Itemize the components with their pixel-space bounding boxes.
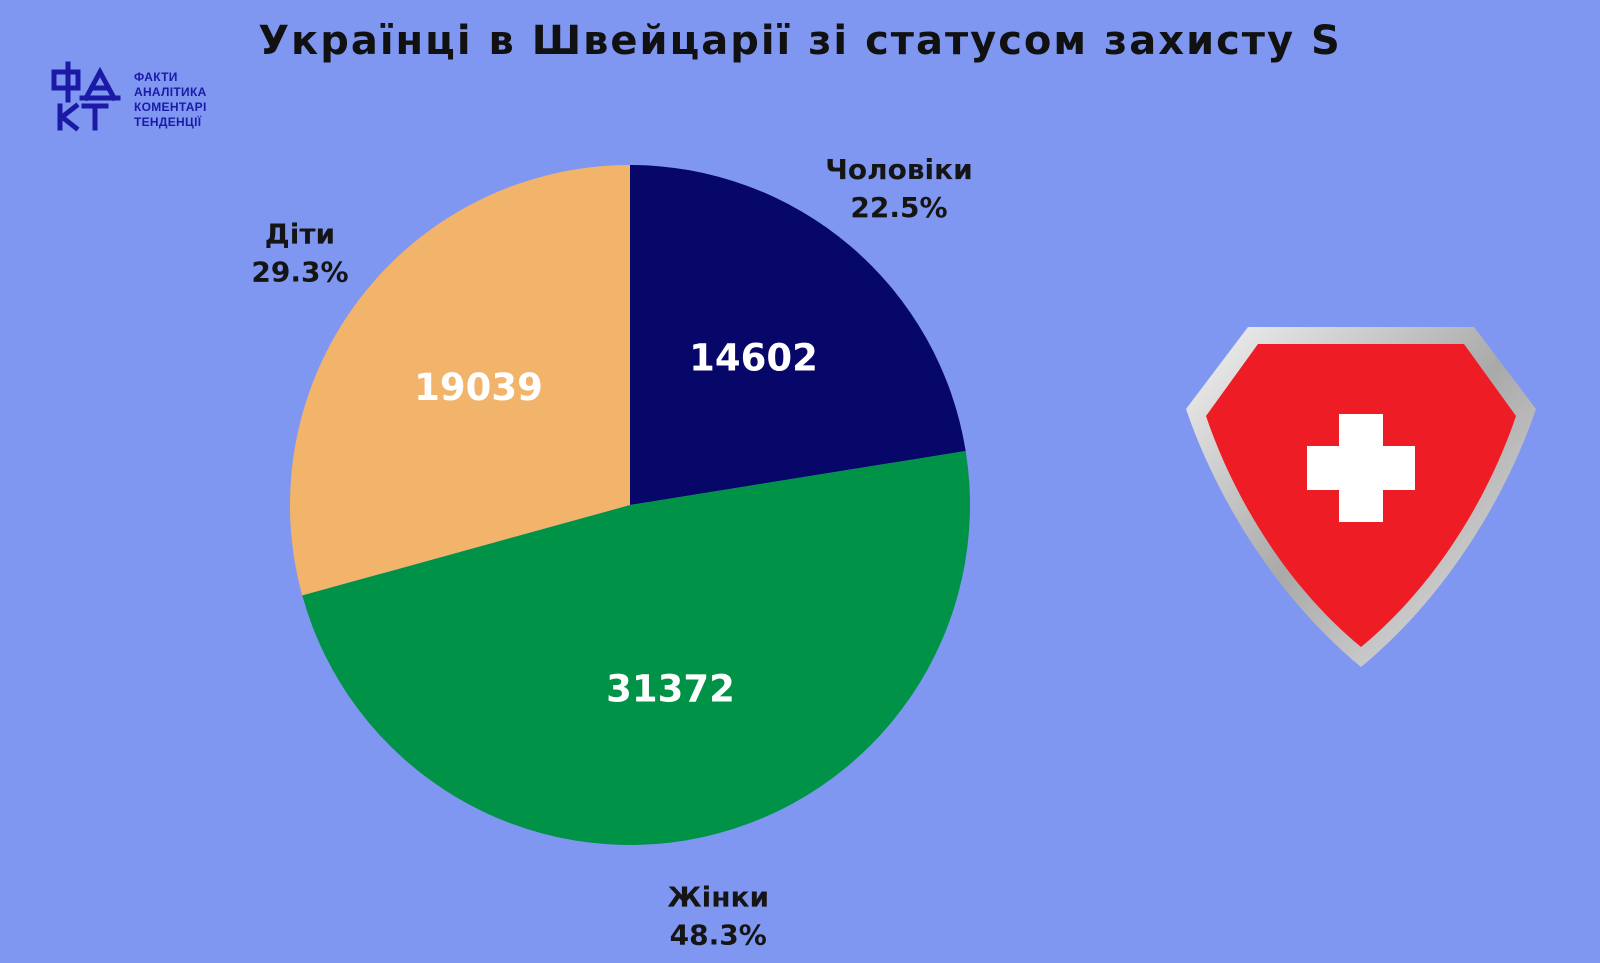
logo-line: КОМЕНТАРІ xyxy=(134,100,207,114)
logo-line: ФАКТИ xyxy=(134,70,178,84)
fakt-logo-mark-icon xyxy=(51,61,121,132)
pie-slice-1 xyxy=(630,165,966,505)
pie-slice-2 xyxy=(302,450,971,846)
page-title: Українці в Швейцарії зі статусом захисту… xyxy=(258,18,1342,64)
slice-name-label: Чоловіки xyxy=(825,153,973,186)
pie-slice-3 xyxy=(289,165,630,596)
logo-line: АНАЛІТИКА xyxy=(134,85,207,99)
slice-name-label: Жінки xyxy=(667,880,769,913)
logo-text: ФАКТИ АНАЛІТИКА КОМЕНТАРІ ТЕНДЕНЦІЇ xyxy=(134,70,207,130)
slice-value-label: 14602 xyxy=(689,337,818,380)
logo-line: ТЕНДЕНЦІЇ xyxy=(134,115,202,129)
fakt-logo: ФАКТИ АНАЛІТИКА КОМЕНТАРІ ТЕНДЕНЦІЇ xyxy=(46,60,246,140)
slice-value-label: 19039 xyxy=(414,366,543,409)
slice-percent-label: 48.3% xyxy=(670,918,767,951)
slice-percent-label: 22.5% xyxy=(850,191,947,224)
swiss-shield-icon xyxy=(1186,327,1536,667)
slice-value-label: 31372 xyxy=(606,668,735,711)
slice-name-label: Діти xyxy=(265,218,335,251)
slice-percent-label: 29.3% xyxy=(251,256,348,289)
